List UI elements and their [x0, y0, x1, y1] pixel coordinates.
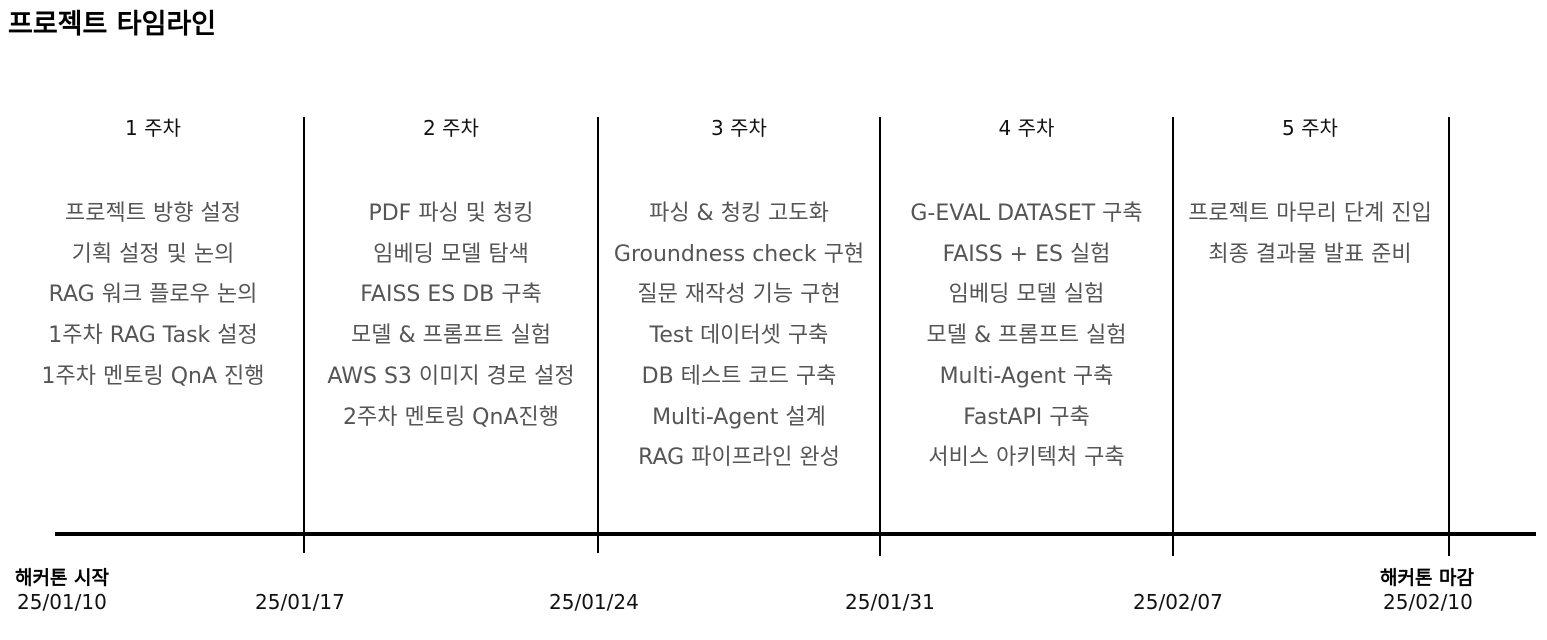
date-label: 25/01/17 — [255, 590, 345, 614]
date-label: 25/02/07 — [1133, 590, 1223, 614]
task-item: Multi-Agent 설계 — [652, 404, 826, 430]
timeline-axis — [55, 532, 1536, 536]
task-item: 모델 & 프롬프트 실험 — [926, 323, 1127, 349]
week-column: 3 주차 파싱 & 청킹 고도화 Groundness check 구현 질문 … — [599, 114, 879, 479]
week-column: 1 주차 프로젝트 방향 설정 기획 설정 및 논의 RAG 워크 플로우 논의… — [10, 114, 296, 398]
task-item: 모델 & 프롬프트 실험 — [350, 323, 552, 349]
task-item: 프로젝트 방향 설정 — [65, 201, 241, 226]
task-item: 1주차 멘토링 QnA 진행 — [41, 363, 265, 389]
week-label: 1 주차 — [125, 116, 181, 140]
task-item: RAG 파이프라인 완성 — [638, 445, 840, 471]
task-item: 파싱 & 청킹 고도화 — [649, 201, 829, 226]
week-label: 2 주차 — [423, 116, 479, 140]
week-column: 2 주차 PDF 파싱 및 청킹 임베딩 모델 탐색 FAISS ES DB 구… — [305, 114, 597, 438]
date-label: 25/01/24 — [549, 590, 639, 614]
task-list: 파싱 & 청킹 고도화 Groundness check 구현 질문 재작성 기… — [599, 194, 879, 479]
task-item: 질문 재작성 기능 구현 — [637, 282, 841, 308]
task-item: G-EVAL DATASET 구축 — [910, 201, 1143, 226]
task-list: G-EVAL DATASET 구축 FAISS + ES 실험 임베딩 모델 실… — [881, 194, 1172, 479]
task-item: DB 테스트 코드 구축 — [641, 363, 837, 389]
week-label: 4 주차 — [998, 116, 1055, 140]
task-item: FAISS + ES 실험 — [942, 241, 1111, 267]
task-item: 기획 설정 및 논의 — [71, 241, 235, 267]
task-item: Multi-Agent 구축 — [939, 363, 1114, 389]
week-divider — [1448, 117, 1450, 556]
date-label: 25/02/10 — [1383, 590, 1473, 614]
task-list: 프로젝트 마무리 단계 진입 최종 결과물 발표 준비 — [1174, 194, 1446, 275]
page-title: 프로젝트 타임라인 — [8, 9, 217, 40]
milestone-start-label: 해커톤 시작 — [15, 567, 110, 589]
week-label: 3 주차 — [711, 116, 767, 140]
task-item: 최종 결과물 발표 준비 — [1208, 241, 1412, 267]
week-column: 5 주차 프로젝트 마무리 단계 진입 최종 결과물 발표 준비 — [1174, 114, 1446, 275]
task-item: 임베딩 모델 실험 — [948, 282, 1105, 308]
task-item: 임베딩 모델 탐색 — [373, 241, 529, 267]
task-item: Groundness check 구현 — [613, 241, 865, 267]
task-item: Test 데이터셋 구축 — [649, 323, 829, 349]
task-list: PDF 파싱 및 청킹 임베딩 모델 탐색 FAISS ES DB 구축 모델 … — [305, 194, 597, 438]
task-item: 1주차 RAG Task 설정 — [48, 323, 258, 349]
week-divider — [303, 117, 305, 553]
task-list: 프로젝트 방향 설정 기획 설정 및 논의 RAG 워크 플로우 논의 1주차 … — [10, 194, 296, 398]
task-item: AWS S3 이미지 경로 설정 — [327, 363, 575, 389]
task-item: FAISS ES DB 구축 — [360, 282, 542, 308]
task-item: 서비스 아키텍처 구축 — [928, 445, 1125, 471]
week-column: 4 주차 G-EVAL DATASET 구축 FAISS + ES 실험 임베딩… — [881, 114, 1172, 479]
date-label: 25/01/10 — [17, 590, 107, 614]
week-label: 5 주차 — [1282, 116, 1338, 140]
week-divider — [597, 117, 599, 553]
week-divider — [879, 117, 881, 556]
task-item: 2주차 멘토링 QnA진행 — [343, 404, 559, 430]
task-item: 프로젝트 마무리 단계 진입 — [1188, 201, 1432, 226]
week-divider — [1172, 117, 1174, 556]
milestone-end-label: 해커톤 마감 — [1380, 567, 1475, 589]
task-item: PDF 파싱 및 청킹 — [368, 201, 534, 226]
task-item: RAG 워크 플로우 논의 — [48, 282, 258, 308]
date-label: 25/01/31 — [845, 590, 935, 614]
task-item: FastAPI 구축 — [963, 404, 1090, 430]
